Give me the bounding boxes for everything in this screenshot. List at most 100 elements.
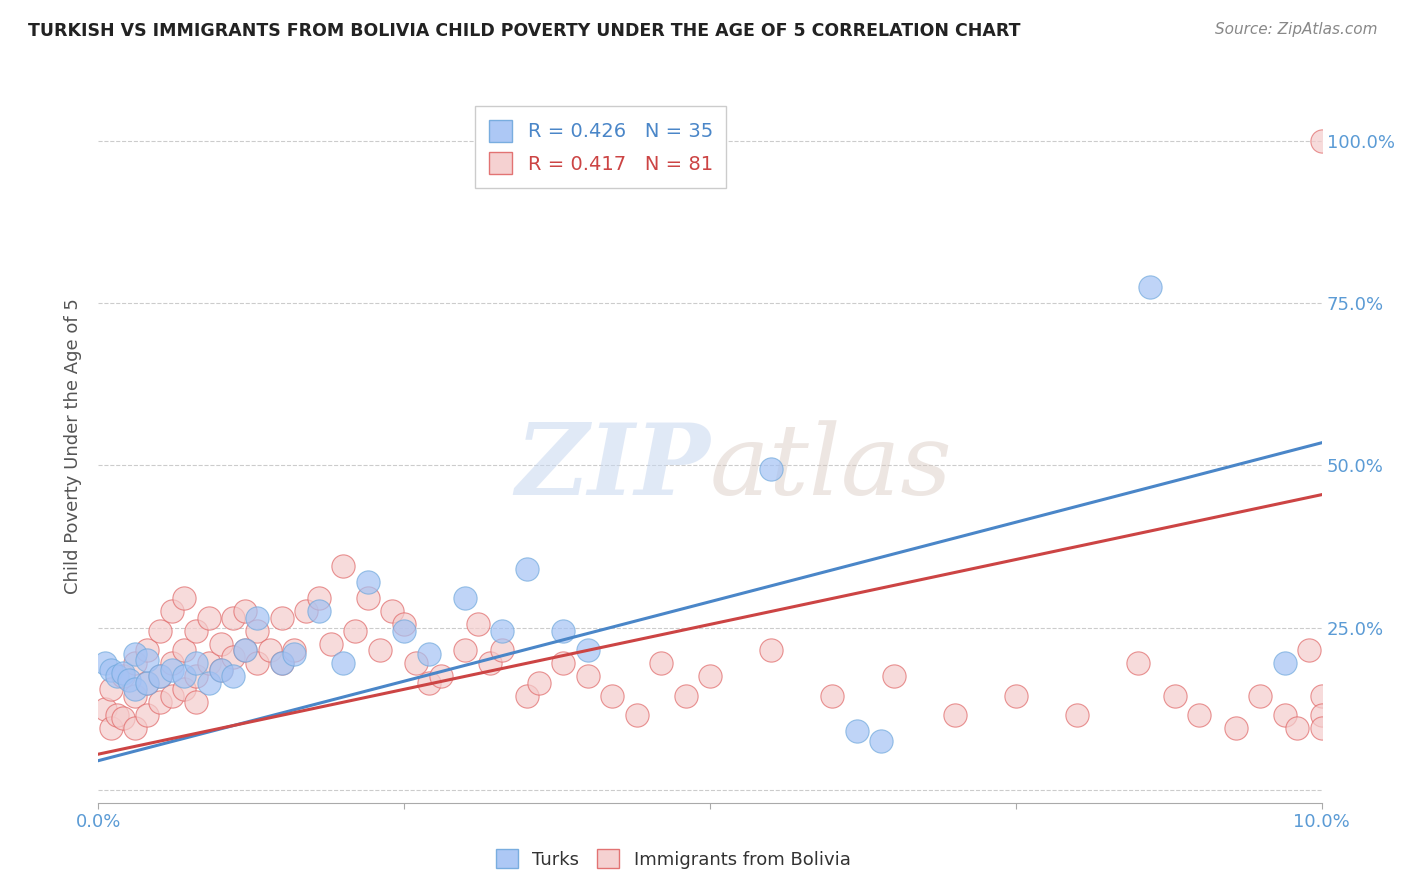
Point <box>111 669 134 683</box>
Point <box>1298 643 1320 657</box>
Point <box>1286 721 1309 735</box>
Point <box>356 575 378 590</box>
Point <box>136 675 159 690</box>
Point <box>246 611 269 625</box>
Point <box>418 647 440 661</box>
Point <box>516 562 538 576</box>
Point <box>1310 721 1333 735</box>
Point <box>270 611 292 625</box>
Point <box>454 643 477 657</box>
Point <box>222 611 245 625</box>
Point <box>186 657 208 671</box>
Point <box>491 624 513 638</box>
Point <box>93 657 115 671</box>
Point <box>1274 708 1296 723</box>
Point <box>173 643 195 657</box>
Point <box>1274 657 1296 671</box>
Point <box>197 657 219 671</box>
Point <box>699 669 721 683</box>
Point <box>478 657 501 671</box>
Point <box>124 657 146 671</box>
Point <box>100 721 122 735</box>
Point <box>149 695 172 709</box>
Point <box>319 637 342 651</box>
Point <box>356 591 378 606</box>
Point <box>553 624 575 638</box>
Point <box>233 643 256 657</box>
Point <box>118 673 141 687</box>
Point <box>124 689 146 703</box>
Point <box>491 643 513 657</box>
Point <box>111 666 134 681</box>
Point <box>308 591 330 606</box>
Point <box>173 591 195 606</box>
Point <box>883 669 905 683</box>
Point <box>173 669 195 683</box>
Point <box>626 708 648 723</box>
Point <box>1188 708 1211 723</box>
Point <box>1139 280 1161 294</box>
Point <box>186 695 208 709</box>
Point <box>1310 134 1333 148</box>
Point <box>759 461 782 475</box>
Point <box>246 657 269 671</box>
Point <box>821 689 844 703</box>
Point <box>149 624 172 638</box>
Legend: Turks, Immigrants from Bolivia: Turks, Immigrants from Bolivia <box>489 842 858 876</box>
Point <box>160 604 183 618</box>
Point <box>160 689 183 703</box>
Point <box>516 689 538 703</box>
Point <box>1310 689 1333 703</box>
Point <box>136 653 159 667</box>
Point <box>1066 708 1088 723</box>
Point <box>100 663 122 677</box>
Point <box>124 721 146 735</box>
Point <box>418 675 440 690</box>
Point <box>1249 689 1271 703</box>
Point <box>246 624 269 638</box>
Point <box>392 617 416 632</box>
Point <box>270 657 292 671</box>
Text: TURKISH VS IMMIGRANTS FROM BOLIVIA CHILD POVERTY UNDER THE AGE OF 5 CORRELATION : TURKISH VS IMMIGRANTS FROM BOLIVIA CHILD… <box>28 22 1021 40</box>
Point <box>124 647 146 661</box>
Text: atlas: atlas <box>710 420 953 515</box>
Point <box>136 708 159 723</box>
Point <box>467 617 489 632</box>
Point <box>405 657 427 671</box>
Point <box>332 657 354 671</box>
Point <box>283 643 305 657</box>
Point <box>344 624 367 638</box>
Point <box>233 643 256 657</box>
Y-axis label: Child Poverty Under the Age of 5: Child Poverty Under the Age of 5 <box>65 298 83 594</box>
Point <box>1004 689 1026 703</box>
Point <box>381 604 404 618</box>
Point <box>454 591 477 606</box>
Point <box>576 643 599 657</box>
Point <box>650 657 672 671</box>
Point <box>270 657 292 671</box>
Point <box>209 663 232 677</box>
Point <box>1164 689 1187 703</box>
Point <box>576 669 599 683</box>
Point <box>308 604 330 618</box>
Point <box>149 669 172 683</box>
Point <box>173 682 195 697</box>
Point <box>222 669 245 683</box>
Point <box>124 682 146 697</box>
Point <box>368 643 391 657</box>
Point <box>527 675 550 690</box>
Point <box>1310 708 1333 723</box>
Point <box>209 637 232 651</box>
Point <box>233 604 256 618</box>
Point <box>675 689 697 703</box>
Point <box>105 669 128 683</box>
Point <box>430 669 453 683</box>
Point <box>160 663 183 677</box>
Point <box>186 669 208 683</box>
Point <box>160 657 183 671</box>
Point <box>197 611 219 625</box>
Point <box>943 708 966 723</box>
Text: Source: ZipAtlas.com: Source: ZipAtlas.com <box>1215 22 1378 37</box>
Point <box>759 643 782 657</box>
Point <box>295 604 318 618</box>
